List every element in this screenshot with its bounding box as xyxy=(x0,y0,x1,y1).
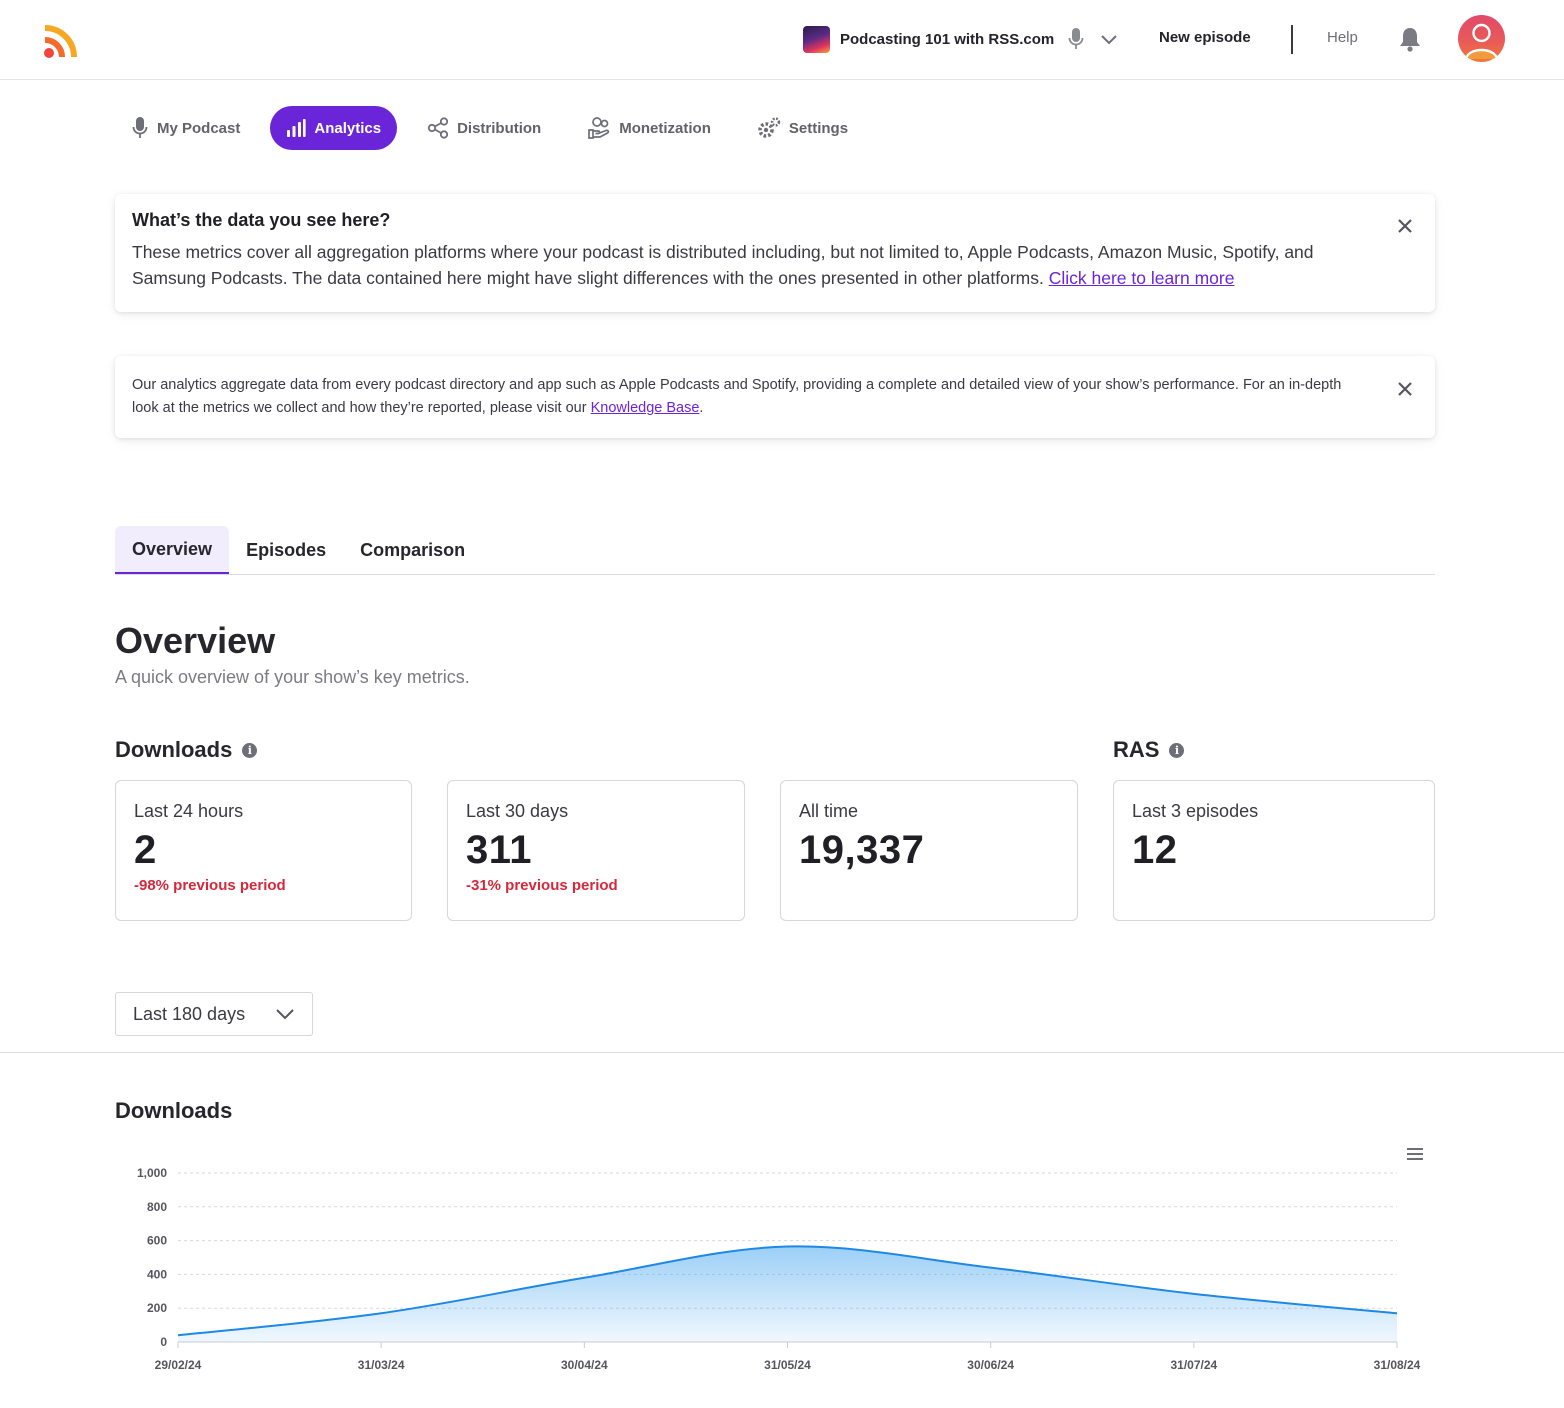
y-tick-label: 1,000 xyxy=(137,1166,167,1180)
share-icon xyxy=(427,117,449,139)
nav-label: Distribution xyxy=(457,119,542,137)
knowledge-base-link[interactable]: Knowledge Base xyxy=(590,400,700,416)
x-tick-label: 31/08/24 xyxy=(1374,1358,1421,1372)
notice-body: These metrics cover all aggregation plat… xyxy=(132,239,1365,291)
menu-icon[interactable] xyxy=(1405,1146,1425,1162)
section-title: RAS xyxy=(1113,737,1160,762)
tab-overview[interactable]: Overview xyxy=(115,526,230,574)
user-icon xyxy=(1464,23,1499,60)
stat-label: All time xyxy=(799,801,859,821)
x-tick-label: 31/07/24 xyxy=(1170,1358,1217,1372)
stat-value: 19,337 xyxy=(799,828,925,872)
notice-title: What’s the data you see here? xyxy=(132,210,391,230)
page-title: Overview xyxy=(115,620,276,661)
downloads-heading: Downloads i xyxy=(115,737,258,763)
main-navigation: My Podcast Analytics Distribution Moneti… xyxy=(115,105,878,151)
chevron-down-icon xyxy=(276,1009,294,1020)
nav-settings[interactable]: Settings xyxy=(741,106,864,150)
learn-more-link[interactable]: Click here to learn more xyxy=(1048,268,1235,288)
nav-analytics[interactable]: Analytics xyxy=(270,106,398,150)
x-tick-label: 31/05/24 xyxy=(764,1358,811,1372)
data-info-notice: What’s the data you see here? These metr… xyxy=(115,194,1435,312)
stat-label: Last 3 episodes xyxy=(1132,801,1259,821)
stat-change: -31% previous period xyxy=(466,877,618,894)
date-range-value: Last 180 days xyxy=(133,1003,246,1024)
notice-text: Our analytics aggregate data from every … xyxy=(132,377,1342,416)
podcast-cover-thumbnail xyxy=(803,25,830,53)
podcast-selector[interactable]: Podcasting 101 with RSS.com xyxy=(803,24,1118,54)
microphone-icon xyxy=(1068,28,1084,49)
y-tick-label: 200 xyxy=(147,1301,167,1315)
stat-card-last-24-hours: Last 24 hours 2 -98% previous period xyxy=(115,780,412,921)
x-tick-label: 30/06/24 xyxy=(967,1358,1014,1372)
tab-comparison[interactable]: Comparison xyxy=(360,539,466,560)
section-title: Downloads xyxy=(115,737,233,762)
analytics-tabs: Overview Episodes Comparison xyxy=(115,526,1435,575)
nav-monetization[interactable]: Monetization xyxy=(571,106,727,150)
nav-label: Monetization xyxy=(619,119,711,137)
stat-card-ras: Last 3 episodes 12 xyxy=(1113,780,1435,921)
bar-chart-icon xyxy=(287,119,306,137)
stat-value: 2 xyxy=(134,828,157,872)
notice-text: These metrics cover all aggregation plat… xyxy=(132,242,1314,288)
stat-label: Last 30 days xyxy=(466,801,569,821)
page-subtitle: A quick overview of your show’s key metr… xyxy=(115,667,470,687)
avatar[interactable] xyxy=(1458,15,1505,62)
stat-card-last-30-days: Last 30 days 311 -31% previous period xyxy=(447,780,745,921)
top-bar: Podcasting 101 with RSS.com New episode … xyxy=(0,0,1564,80)
microphone-icon xyxy=(132,117,148,138)
close-icon[interactable] xyxy=(1397,381,1413,397)
gear-icon xyxy=(758,117,781,138)
rss-logo-icon[interactable] xyxy=(42,20,82,60)
nav-label: Settings xyxy=(788,119,849,137)
stat-change: -98% previous period xyxy=(134,877,286,894)
y-tick-label: 600 xyxy=(147,1234,167,1248)
stat-label: Last 24 hours xyxy=(134,801,244,821)
chart-title: Downloads xyxy=(115,1098,233,1123)
stat-card-all-time: All time 19,337 xyxy=(780,780,1078,921)
y-tick-label: 400 xyxy=(147,1267,167,1281)
nav-label: My Podcast xyxy=(157,119,241,137)
ras-heading: RAS i xyxy=(1113,737,1185,763)
help-link[interactable]: Help xyxy=(1327,29,1358,46)
header-divider xyxy=(1291,25,1293,54)
close-icon[interactable] xyxy=(1397,218,1413,234)
info-icon[interactable]: i xyxy=(242,742,258,758)
nav-label: Analytics xyxy=(314,119,382,137)
x-tick-label: 31/03/24 xyxy=(358,1358,405,1372)
nav-my-podcast[interactable]: My Podcast xyxy=(115,106,256,150)
section-divider xyxy=(0,1052,1564,1053)
chevron-down-icon[interactable] xyxy=(1100,33,1118,45)
x-tick-label: 29/02/24 xyxy=(155,1358,202,1372)
podcast-name: Podcasting 101 with RSS.com xyxy=(840,30,1055,48)
nav-distribution[interactable]: Distribution xyxy=(411,106,557,150)
info-icon[interactable]: i xyxy=(1169,742,1185,758)
notice-end: . xyxy=(699,400,704,416)
hand-coin-icon xyxy=(588,117,610,139)
bell-icon[interactable] xyxy=(1398,26,1422,52)
analytics-info-notice: Our analytics aggregate data from every … xyxy=(115,356,1435,438)
notice-body: Our analytics aggregate data from every … xyxy=(132,374,1365,420)
date-range-select[interactable]: Last 180 days xyxy=(115,992,313,1036)
y-tick-label: 0 xyxy=(160,1335,167,1349)
downloads-area-chart: 0 200 400 600 800 1,000 29/02/24 31/03/24 30/04/… xyxy=(137,1166,1421,1372)
stat-value: 311 xyxy=(466,828,533,872)
tab-episodes[interactable]: Episodes xyxy=(246,539,327,560)
new-episode-button[interactable]: New episode xyxy=(1159,29,1251,46)
series-area xyxy=(178,1246,1397,1342)
stat-value: 12 xyxy=(1132,828,1178,872)
x-tick-label: 30/04/24 xyxy=(561,1358,608,1372)
y-tick-label: 800 xyxy=(147,1200,167,1214)
